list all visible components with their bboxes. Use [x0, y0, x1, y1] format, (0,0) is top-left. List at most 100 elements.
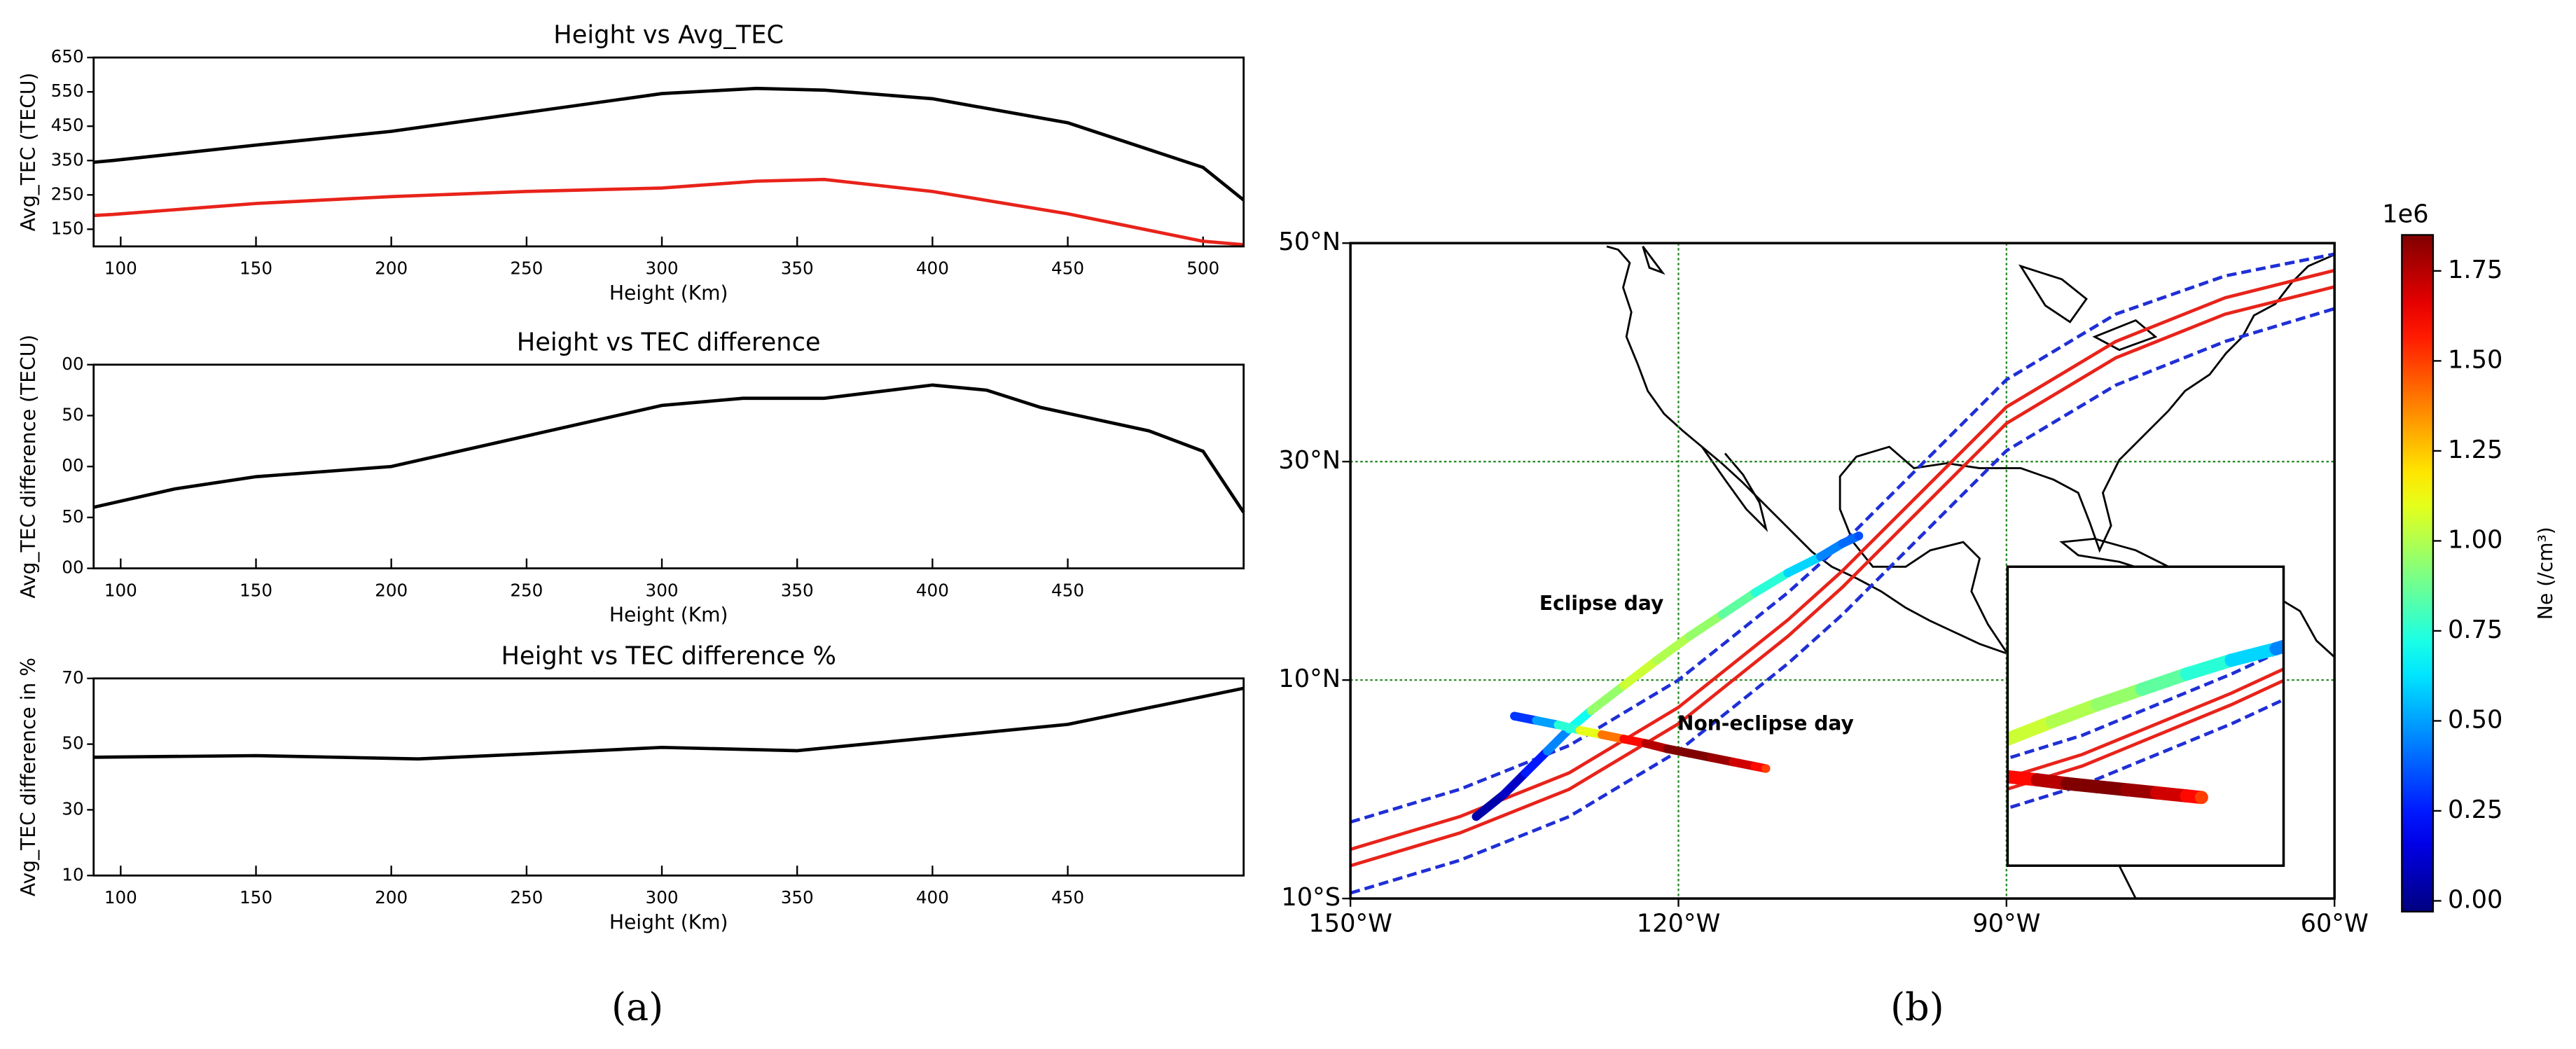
- plot-frame: [92, 56, 1245, 248]
- chart-title: Height vs TEC difference: [517, 328, 821, 356]
- track-segment: [2224, 642, 2283, 667]
- x-tick-label: 100: [104, 887, 137, 908]
- colorbar-tick-label: 0.50: [2448, 705, 2502, 734]
- track-point: [1521, 768, 1530, 777]
- track-segment: [1750, 569, 1792, 597]
- x-tick-label: 250: [510, 580, 543, 600]
- y-tick-label: 50: [62, 506, 83, 527]
- track-segment: [2090, 683, 2149, 711]
- track-segment: [1933, 757, 1963, 770]
- y-tick-label: 650: [51, 46, 84, 67]
- track-segment: [2007, 715, 2059, 746]
- track-point: [1663, 744, 1672, 753]
- y-tick-label: 50: [62, 733, 83, 753]
- track-point: [1553, 720, 1563, 730]
- map-layer: [1350, 243, 2335, 899]
- track-segment: [1521, 746, 1552, 777]
- x-tick-label: 120°W: [1637, 910, 1721, 938]
- track-point: [2194, 791, 2208, 805]
- x-tick-label: 150: [240, 887, 272, 908]
- track-point: [1471, 812, 1481, 821]
- track-point: [2090, 780, 2104, 793]
- colorbar-tick-label: 1.25: [2448, 436, 2502, 464]
- map-frame: [1349, 242, 2336, 900]
- x-tick-label: 100: [104, 258, 137, 279]
- x-axis-label: Height (Km): [609, 910, 728, 933]
- track-point: [1750, 588, 1759, 597]
- y-tick-label: 00: [62, 455, 83, 475]
- x-tick-label: 150: [240, 580, 272, 600]
- line-series: [93, 86, 1245, 202]
- path-line: [1350, 285, 2335, 868]
- coastlines: [1606, 245, 2335, 899]
- track-point: [2269, 642, 2283, 655]
- track-segment: [1918, 767, 1948, 770]
- x-tick-label: 150: [240, 258, 272, 279]
- track-point: [1816, 552, 1825, 561]
- track-segment: [1619, 655, 1661, 690]
- track-point: [1499, 790, 1508, 800]
- track-point: [2299, 633, 2313, 646]
- track-segment: [2007, 770, 2014, 784]
- track-point: [2090, 697, 2104, 711]
- x-axis-label: Height (Km): [609, 282, 728, 305]
- x-tick-label: 300: [646, 258, 679, 279]
- track-point: [2224, 653, 2238, 667]
- track-point: [1927, 763, 1940, 777]
- track-point: [1956, 750, 1969, 763]
- track-segment: [1806, 816, 1843, 831]
- colorbar-offset: 1e6: [2382, 200, 2428, 228]
- y-axis-label: Avg_TEC difference (TECU): [17, 335, 40, 599]
- track-point: [1619, 735, 1628, 744]
- track-segment: [2180, 653, 2238, 681]
- line-series: [93, 686, 1245, 761]
- track-segment: [1783, 552, 1825, 578]
- track-point: [1867, 794, 1880, 807]
- track-segment: [1543, 725, 1574, 756]
- y-tick-label: 50: [62, 404, 83, 424]
- y-tick-label: 00: [62, 557, 83, 578]
- x-tick-label: 300: [646, 580, 679, 600]
- x-tick-label: 350: [781, 580, 814, 600]
- track-point: [1854, 532, 1864, 541]
- track-segment: [1903, 770, 1933, 785]
- track-point: [1575, 725, 1585, 735]
- colorbar: [2401, 234, 2435, 913]
- track-segment: [1858, 760, 1888, 763]
- track-segment: [1717, 588, 1759, 619]
- chart-title: Height vs TEC difference %: [501, 641, 836, 670]
- track-point: [1652, 655, 1661, 665]
- track-point: [1684, 632, 1694, 641]
- track-point: [1586, 706, 1595, 715]
- colorbar-tick-label: 1.75: [2448, 256, 2502, 284]
- track-segment: [1948, 770, 1978, 773]
- plot-frame: [92, 677, 1245, 877]
- track-point: [1707, 753, 1716, 762]
- y-axis-label: Avg_TEC (TECU): [17, 73, 40, 232]
- x-tick-label: 400: [916, 580, 949, 600]
- line-series: [93, 383, 1245, 513]
- track-point: [2030, 773, 2044, 786]
- track-point: [1799, 825, 1813, 838]
- x-tick-label: 350: [781, 258, 814, 279]
- x-tick-label: 90°W: [1972, 910, 2040, 938]
- x-tick-label: 400: [916, 887, 949, 908]
- track-point: [1532, 716, 1541, 725]
- track-segment: [1843, 800, 1874, 816]
- track-segment: [1499, 768, 1530, 800]
- inset-frame: [2006, 565, 2285, 867]
- y-tick-label: 450: [51, 115, 84, 135]
- path-line: [1350, 307, 2335, 895]
- track-point: [1852, 754, 1865, 767]
- x-tick-label: 250: [510, 887, 543, 908]
- track-point: [1619, 681, 1628, 690]
- x-tick-label: 100: [104, 580, 137, 600]
- track-point: [2322, 627, 2335, 641]
- x-tick-label: 250: [510, 258, 543, 279]
- track-point: [2007, 770, 2014, 784]
- track-point: [1510, 711, 1519, 721]
- path-line: [1350, 268, 2335, 852]
- y-tick-label: 150: [51, 218, 84, 238]
- x-tick-label: 150°W: [1308, 910, 1392, 938]
